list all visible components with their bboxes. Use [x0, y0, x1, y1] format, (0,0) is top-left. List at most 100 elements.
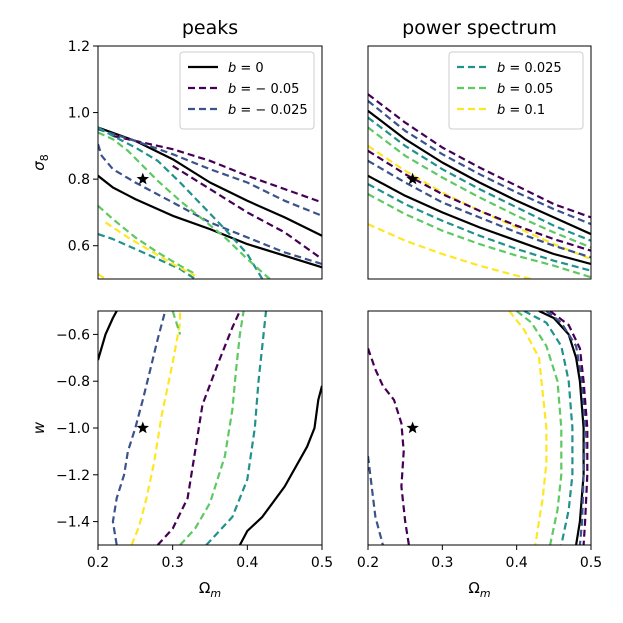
x-axis-label: Ωm [468, 579, 490, 600]
contour-line [368, 126, 591, 249]
panel-power-spectrum-w: 0.2 0.3 0.4 0.5 Ωm [357, 310, 602, 600]
panel-title: power spectrum [402, 17, 557, 39]
legend-label: b = 0 [228, 61, 264, 76]
y-tick-label: 1.0 [68, 106, 90, 122]
contour-line [368, 183, 591, 272]
contour-line [98, 174, 322, 269]
contour-line [205, 311, 268, 545]
y-tick-label: −1.0 [56, 421, 90, 437]
contour-line [368, 100, 591, 226]
contour-line [179, 311, 245, 545]
contour-line [98, 131, 271, 279]
axes-frame [97, 310, 323, 546]
panel-title: peaks [182, 17, 238, 39]
x-tick-label: 0.3 [431, 555, 453, 571]
series-group [368, 93, 591, 279]
contour-line [98, 233, 196, 279]
contour-line [368, 348, 410, 545]
contour-line [368, 193, 591, 279]
x-axis-label-main: Ω [199, 579, 210, 597]
x-axis-label-main: Ω [468, 579, 479, 597]
legend-label: b = 0.1 [497, 103, 545, 118]
legend-label-value: = 0.05 [505, 82, 553, 97]
series-group [98, 126, 322, 279]
legend-label: b = 0.05 [497, 82, 553, 97]
x-axis-label-sub: m [210, 587, 221, 600]
contour-line [549, 311, 589, 545]
axes-frame [367, 45, 592, 280]
contour-line [368, 93, 591, 219]
axes-frame [97, 45, 323, 280]
contour-line [130, 311, 182, 545]
x-tick-label: 0.3 [162, 555, 184, 571]
legend-label-var: b [497, 103, 505, 118]
x-tick-label: 0.2 [357, 555, 379, 571]
legend-label-value: = 0 [236, 61, 263, 76]
contour-line [516, 311, 563, 545]
legend-label-var: b [228, 103, 236, 118]
contour-line [368, 159, 591, 259]
x-tick-label: 0.2 [87, 555, 109, 571]
contour-line [508, 311, 548, 545]
contour-line [98, 273, 107, 279]
y-axis-label-main: w [30, 421, 48, 434]
panel-peaks-w: −1.4 −1.2 −1.0 −0.8 −0.6 0.2 0.3 0.4 0.5 Ωm w [30, 310, 333, 600]
contour-line [545, 311, 587, 545]
legend-label-var: b [228, 61, 236, 76]
legend-label-value: = − 0.025 [236, 103, 307, 118]
legend-label: b = 0.025 [497, 61, 562, 76]
legend-label-var: b [497, 82, 505, 97]
contour-line [368, 149, 591, 252]
contour-line [172, 164, 322, 260]
legend-label-value: = − 0.05 [236, 82, 299, 97]
y-axis-label-sub: 8 [38, 154, 51, 161]
y-tick-label: 0.8 [68, 172, 90, 188]
y-axis-label: w [30, 421, 48, 434]
legend: b = 0b = − 0.05b = − 0.025 [179, 51, 315, 130]
y-axis-label: σ8 [30, 154, 51, 171]
contour-line [98, 143, 322, 266]
x-tick-label: 0.5 [580, 555, 602, 571]
x-tick-label: 0.5 [311, 555, 333, 571]
contour-line [238, 385, 322, 545]
fiducial-star-marker [406, 172, 419, 185]
contour-line [98, 126, 322, 237]
axes-frame [367, 310, 592, 546]
legend-label: b = − 0.025 [228, 103, 308, 118]
contour-line [368, 116, 591, 242]
y-tick-label: −1.4 [56, 515, 90, 531]
y-tick-label: −1.2 [56, 468, 90, 484]
contour-line [98, 128, 322, 217]
contour-line [171, 311, 182, 335]
fiducial-star-marker [406, 421, 419, 434]
contour-line [538, 311, 585, 545]
contour-line [368, 174, 591, 266]
contour-line [98, 311, 118, 361]
x-tick-label: 0.4 [236, 555, 258, 571]
contour-line [368, 455, 384, 545]
series-group [98, 311, 322, 545]
contour-line [368, 110, 591, 236]
legend-label: b = − 0.05 [228, 82, 299, 97]
fiducial-star-marker [136, 172, 149, 185]
y-tick-label: −0.8 [56, 374, 90, 390]
contour-line [368, 223, 532, 279]
legend-label-value: = 0.1 [505, 103, 545, 118]
contour-line [98, 126, 264, 279]
fiducial-star-marker [136, 421, 149, 434]
legend-label-value: = 0.025 [505, 61, 561, 76]
series-group [368, 311, 589, 545]
contour-line [111, 311, 167, 545]
y-axis-label-main: σ [30, 161, 48, 171]
x-axis-label: Ωm [199, 579, 221, 600]
contour-line [104, 221, 196, 277]
contour-line [523, 311, 574, 545]
contour-line [368, 144, 591, 261]
y-tick-label: 0.6 [68, 239, 90, 255]
legend-label-var: b [497, 61, 505, 76]
contour-line [98, 204, 196, 275]
